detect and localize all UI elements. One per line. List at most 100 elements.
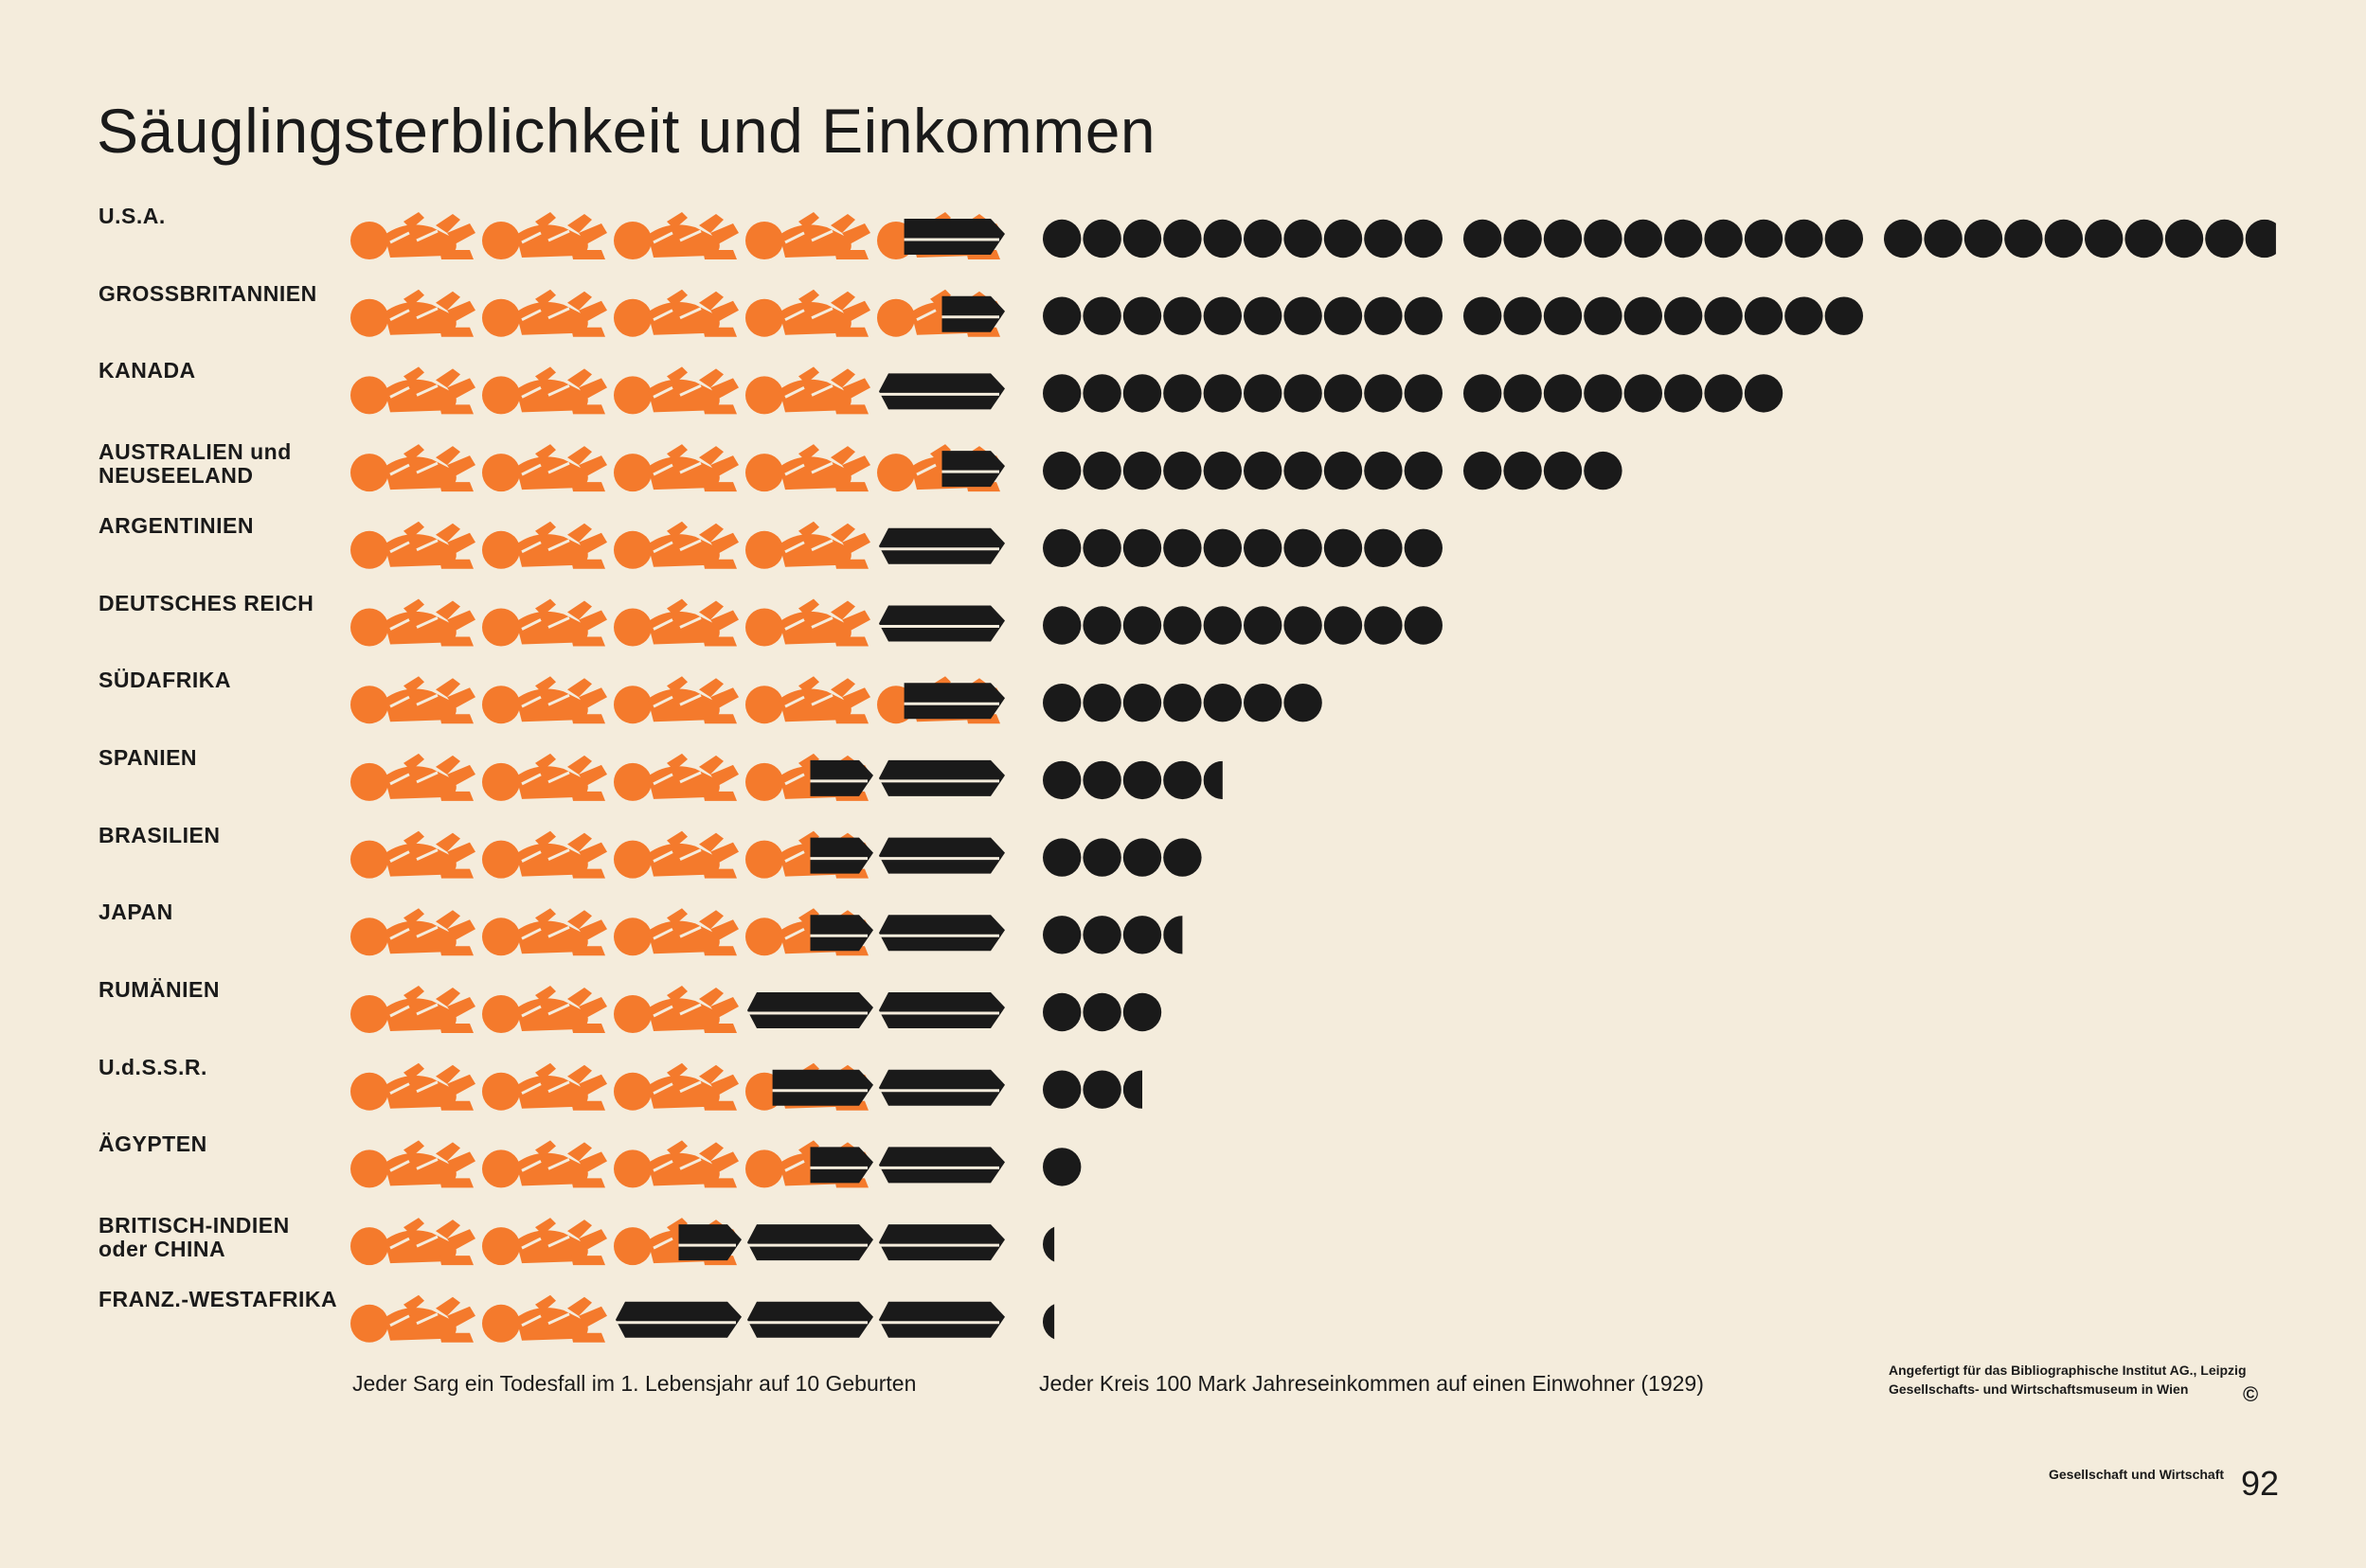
coin-icon [1404,296,1443,335]
coin-icon [1122,838,1162,877]
infant-icon [482,289,607,337]
coffin-icon [616,1301,742,1338]
coffin-icon [810,759,873,796]
coin-icon [1404,219,1443,258]
country-row [350,753,1223,801]
coin-icon [1043,1148,1082,1186]
infant-icon [614,521,739,569]
coin-icon [1623,296,1663,335]
coin-icon [1924,219,1963,258]
infant-icon [350,1218,475,1266]
coin-icon [1364,374,1403,413]
coffin-icon [678,1224,742,1261]
coin-icon [1664,219,1703,258]
country-label: SÜDAFRIKA [99,668,231,693]
coin-icon [1043,528,1082,567]
infant-icon [350,444,475,492]
coin-icon [1122,1070,1143,1109]
infant-icon [350,598,475,647]
coin-icon [1203,760,1223,800]
coffin-icon [810,915,873,952]
coin-icon [1584,374,1622,413]
coin-icon [1463,451,1502,490]
coin-icon [1122,528,1162,567]
coin-icon [1163,374,1202,413]
coin-icon [1704,296,1743,335]
infant-icon [482,1062,607,1111]
coin-icon [1543,219,1583,258]
coin-icon [1083,606,1121,645]
coin-icon [1744,219,1783,258]
infant-icon [614,908,739,956]
country-row [350,908,1183,956]
coin-icon [1323,451,1363,490]
country-row [350,1140,1082,1188]
coin-icon [1283,451,1322,490]
coin-icon [1283,606,1322,645]
country-row [350,1218,1055,1266]
infant-icon [745,521,870,569]
coin-icon [1083,1070,1121,1109]
infant-icon [482,444,607,492]
coin-icon [1404,374,1443,413]
coin-icon [1283,219,1322,258]
coin-icon [1122,916,1162,954]
coin-icon [2004,219,2043,258]
coffin-icon [879,992,1005,1028]
infant-icon [614,676,739,724]
coin-icon [1623,219,1663,258]
country-row [350,521,1443,569]
coin-icon [1963,219,2003,258]
infant-icon [482,830,607,879]
credit-note: Angefertigt für das Bibliographische Ins… [1889,1361,2247,1399]
coin-icon [1163,760,1202,800]
coin-icon [1404,528,1443,567]
coin-icon [2205,219,2244,258]
coin-icon [1784,296,1823,335]
coin-icon [1163,219,1202,258]
country-label: DEUTSCHES REICH [99,590,314,615]
coffin-icon [879,1224,1005,1261]
coin-icon [1543,374,1583,413]
coin-icon [1283,528,1322,567]
copyright-icon: © [2243,1382,2259,1406]
coffin-icon [879,837,1005,874]
coffin-icon [810,1147,873,1184]
infant-icon [745,598,870,647]
infant-icon [350,289,475,337]
infant-icon [350,753,475,801]
coin-icon [1043,1226,1055,1262]
coin-icon [1884,219,1923,258]
coin-icon [1122,606,1162,645]
country-label: JAPAN [99,900,173,925]
coin-icon [1244,296,1282,335]
coffin-icon [747,1224,873,1261]
coin-icon [1083,916,1121,954]
coin-icon [1584,451,1622,490]
country-row [350,444,1622,492]
coin-icon [1364,606,1403,645]
coin-icon [1364,528,1403,567]
infant-icon [614,289,739,337]
coin-icon [2124,219,2163,258]
coffin-icon [879,1069,1005,1106]
coin-icon [1323,528,1363,567]
coin-icon [1122,219,1162,258]
country-label: AUSTRALIEN und NEUSEELAND [99,439,292,489]
coin-icon [1083,374,1121,413]
infant-icon [350,830,475,879]
coin-icon [1043,916,1082,954]
infant-icon [482,598,607,647]
infant-icon [350,1062,475,1111]
coin-icon [1122,684,1162,722]
infant-icon [614,598,739,647]
footer-series: Gesellschaft und Wirtschaft [2049,1467,2225,1482]
coin-icon [1744,296,1783,335]
coffin-icon [879,915,1005,952]
infant-icon [350,1294,475,1343]
infant-icon [350,1140,475,1188]
coin-icon [1163,451,1202,490]
coin-icon [1704,374,1743,413]
coin-icon [1203,374,1243,413]
country-row [350,598,1443,647]
